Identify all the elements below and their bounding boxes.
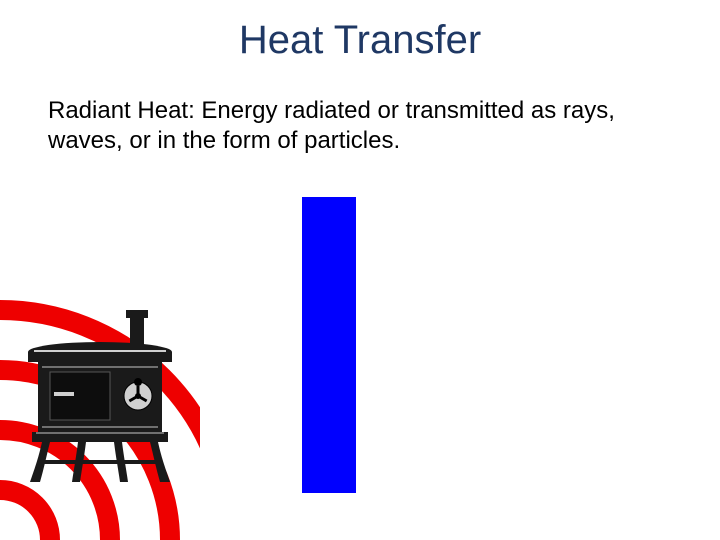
slide-title: Heat Transfer <box>0 18 720 63</box>
blue-bar <box>302 197 356 493</box>
slide: Heat Transfer Radiant Heat: Energy radia… <box>0 0 720 540</box>
body-text: Radiant Heat: Energy radiated or transmi… <box>48 96 648 156</box>
stove-icon <box>20 310 190 495</box>
